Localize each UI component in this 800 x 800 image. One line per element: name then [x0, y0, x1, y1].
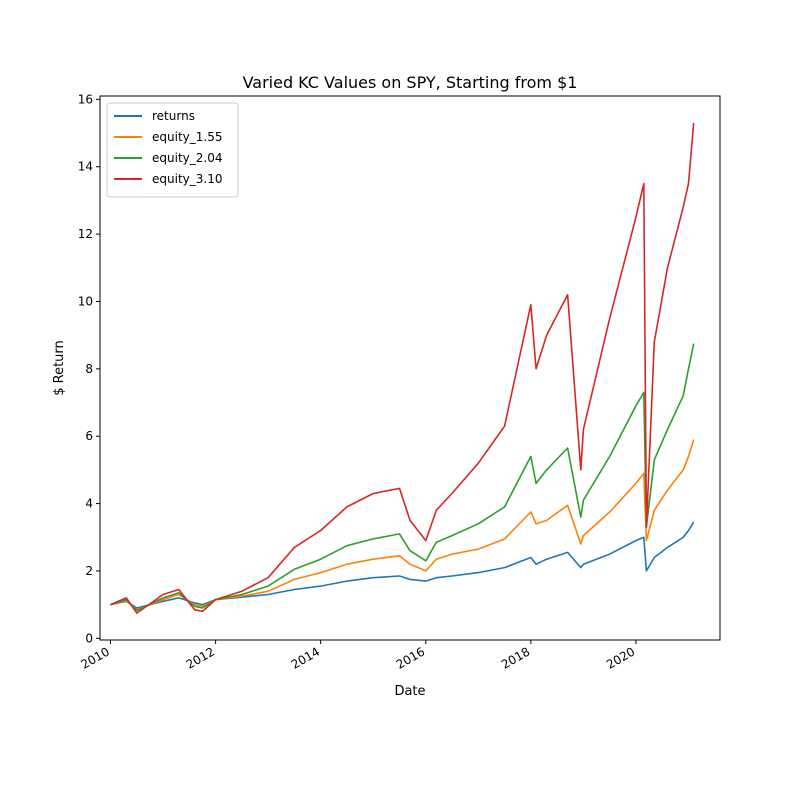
y-tick-label: 0	[85, 631, 93, 645]
x-axis-label: Date	[394, 684, 425, 699]
series-line-1	[110, 439, 695, 611]
series-line-0	[110, 521, 695, 609]
y-tick-label: 12	[78, 227, 93, 241]
y-tick-label: 4	[85, 497, 93, 511]
legend-label: returns	[152, 109, 195, 123]
y-tick-label: 6	[85, 429, 93, 443]
series-line-3	[110, 122, 695, 614]
legend-box	[106, 102, 239, 198]
y-axis-label: $ Return	[52, 340, 67, 396]
legend-label: equity_2.04	[152, 151, 222, 165]
plot-frame	[99, 95, 721, 641]
y-axis: 0 2 4 6 8 10 12 14 16	[78, 92, 100, 645]
series-line-2	[110, 343, 695, 612]
series-layer	[110, 122, 695, 614]
y-tick-label: 10	[78, 294, 93, 308]
legend-label: equity_1.55	[152, 130, 222, 144]
y-tick-label: 2	[85, 564, 93, 578]
legend: returns equity_1.55 equity_2.04 equity_3.10	[106, 102, 239, 198]
chart-title: Varied KC Values on SPY, Starting from $…	[243, 73, 578, 92]
y-tick-label: 14	[78, 160, 93, 174]
y-tick-label: 16	[78, 92, 93, 106]
y-tick-label: 8	[85, 362, 93, 376]
legend-label: equity_3.10	[152, 172, 222, 186]
